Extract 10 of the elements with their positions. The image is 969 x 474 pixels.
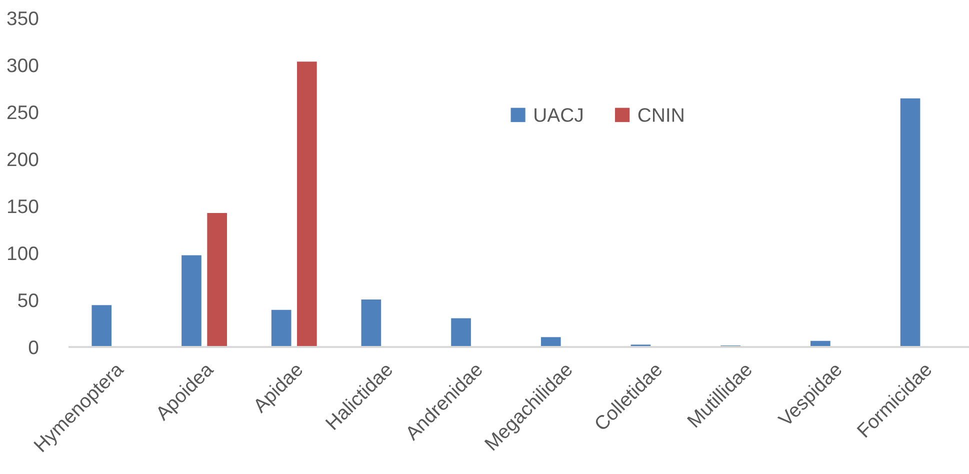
y-tick-label: 350 — [7, 11, 38, 26]
y-tick-label: 100 — [8, 246, 38, 260]
y-tick-label: 300 — [7, 58, 38, 72]
y-tick-label: 0 — [28, 340, 38, 354]
y-tick-label: 250 — [7, 105, 38, 120]
y-tick-label: 50 — [18, 293, 38, 308]
legend-label: UACJ — [534, 108, 582, 122]
y-tick-label: 200 — [7, 152, 38, 166]
legend-label: CNIN — [638, 108, 684, 122]
y-tick-label: 150 — [8, 199, 38, 214]
